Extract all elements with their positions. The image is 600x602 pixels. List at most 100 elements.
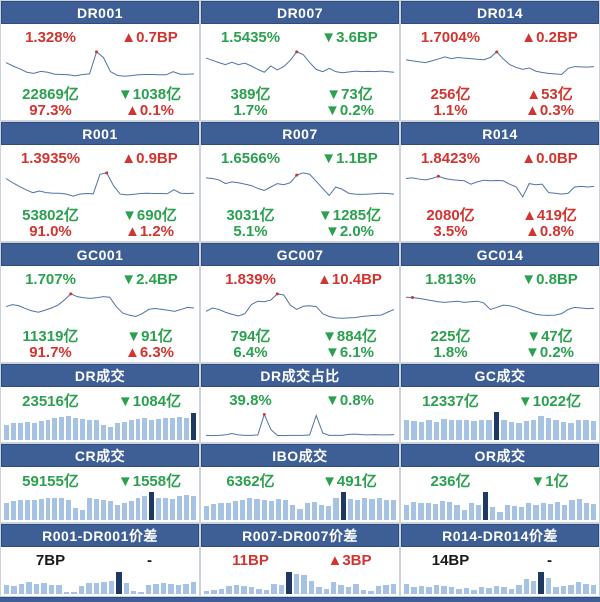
panel-r001-dr001-spread[interactable]: R001-DR001价差 7BP -	[0, 523, 200, 597]
metric-value: 3031亿	[226, 207, 275, 224]
bar	[441, 419, 447, 440]
bar	[569, 500, 575, 520]
metric-value: 1.7004%	[420, 28, 481, 46]
panel-gc-volume[interactable]: GC成交 12337亿 ▼1022亿	[400, 363, 600, 443]
bar	[362, 498, 368, 520]
bar	[426, 419, 432, 440]
next-row-header-partial	[0, 597, 600, 602]
bar	[508, 588, 515, 594]
bar	[4, 424, 9, 440]
panel-gc001[interactable]: GC001 1.707% ▼2.4BP 11319亿 ▼91亿 91.7% ▲6.3%	[0, 242, 200, 363]
bar	[86, 583, 92, 594]
rate-sparkline	[404, 49, 596, 83]
bar	[239, 499, 246, 520]
bar	[523, 578, 529, 594]
metric-value: 3.5%	[433, 222, 468, 240]
metric-change: ▼1084亿	[117, 392, 182, 410]
bar	[590, 585, 597, 594]
panel-title: DR014	[401, 1, 599, 24]
sparkline-path	[406, 297, 594, 315]
panel-r001[interactable]: R001 1.3935% ▲0.9BP 53802亿 ▼690亿 91.0% ▲1.2%	[0, 121, 200, 242]
metric-value: 256亿	[430, 86, 471, 103]
bar	[142, 418, 148, 440]
bar	[45, 498, 51, 520]
panel-gc014[interactable]: GC014 1.813% ▼0.8BP 225亿 ▼47亿 1.8% ▼0.2%	[400, 242, 600, 363]
panel-r014[interactable]: R014 1.8423% ▲0.0BP 2080亿 ▲419亿 3.5% ▲0.8%	[400, 121, 600, 242]
volume-bar-chart	[404, 492, 597, 520]
rate-sparkline	[4, 49, 196, 83]
bar	[17, 422, 23, 440]
sparkline-svg	[204, 412, 396, 440]
metric-change: ▲0.7BP	[121, 28, 178, 46]
metric-change: ▲0.0BP	[521, 149, 578, 167]
bar	[4, 585, 10, 594]
bar	[290, 504, 296, 520]
bar	[590, 503, 597, 520]
bar	[107, 427, 113, 440]
bar	[183, 417, 189, 440]
bar	[100, 499, 106, 520]
stat-row: 1.7% ▼0.2%	[201, 102, 399, 120]
stat-row: 1.328% ▲0.7BP	[1, 24, 199, 48]
bar	[11, 586, 17, 594]
bar	[575, 419, 582, 440]
panel-r007[interactable]: R007 1.6566% ▼1.1BP 3031亿 ▼1285亿 5.1% ▼2.0%	[200, 121, 400, 242]
bar	[568, 423, 574, 440]
bar	[590, 420, 597, 440]
bar	[369, 499, 375, 520]
sparkline-path	[206, 294, 394, 318]
bar	[218, 588, 225, 594]
panel-title: GC014	[401, 243, 599, 266]
bar	[278, 585, 285, 594]
panel-title: OR成交	[401, 444, 599, 467]
panel-title: DR001	[1, 1, 199, 24]
bar	[497, 511, 503, 520]
bar	[73, 417, 79, 440]
bar	[225, 503, 231, 520]
panel-dr014[interactable]: DR014 1.7004% ▲0.2BP 256亿 ▲53亿 1.1% ▲0.3%	[400, 0, 600, 121]
sparkline-svg	[404, 174, 596, 204]
bar	[233, 585, 240, 594]
metric-value: 1.6566%	[220, 149, 281, 167]
bar	[568, 585, 574, 594]
volume-bar-chart	[204, 572, 397, 594]
panel-ibo-volume[interactable]: IBO成交 6362亿 ▼491亿	[200, 443, 400, 523]
bar	[142, 496, 148, 520]
panel-dr-volume[interactable]: DR成交 23516亿 ▼1084亿	[0, 363, 200, 443]
bar	[41, 583, 47, 594]
metric-value: 11BP	[232, 551, 269, 569]
bar	[130, 591, 137, 594]
bar	[71, 592, 77, 594]
bar	[330, 581, 337, 594]
metric-value: 39.8%	[229, 391, 272, 409]
panel-gc007[interactable]: GC007 1.839% ▲10.4BP 794亿 ▼884亿 6.4% ▼6.1%	[200, 242, 400, 363]
bar	[93, 499, 99, 520]
metric-value: 1.1%	[433, 101, 468, 119]
panel-or-volume[interactable]: OR成交 236亿 ▼1亿	[400, 443, 600, 523]
panel-dr001[interactable]: DR001 1.328% ▲0.7BP 22869亿 ▼1038亿 97.3% ▲0.1%	[0, 0, 200, 121]
bar	[204, 506, 210, 520]
panel-dr007[interactable]: DR007 1.5435% ▼3.6BP 389亿 ▼73亿 1.7% ▼0.2%	[200, 0, 400, 121]
stat-row: 39.8% ▼0.8%	[201, 387, 399, 411]
bar	[511, 506, 517, 520]
metric-change: ▲0.3%	[524, 101, 575, 119]
bar	[383, 499, 389, 520]
bar	[333, 497, 339, 520]
sparkline-svg	[204, 50, 396, 83]
panel-title: R001	[1, 122, 199, 145]
metric-change: ▲6.3%	[124, 343, 175, 361]
peak-marker-dot	[262, 413, 266, 416]
panel-dr-volume-share[interactable]: DR成交占比 39.8% ▼0.8%	[200, 363, 400, 443]
bar	[17, 500, 23, 520]
bar	[145, 584, 152, 594]
stat-row: 91.0% ▲1.2%	[1, 223, 199, 241]
panel-cr-volume[interactable]: CR成交 59155亿 ▼1558亿	[0, 443, 200, 523]
panel-r014-dr014-spread[interactable]: R014-DR014价差 14BP -	[400, 523, 600, 597]
peak-marker-dot	[275, 292, 279, 296]
bar	[256, 588, 262, 594]
peak-marker-dot	[105, 171, 109, 175]
bar	[326, 506, 332, 520]
panel-r007-dr007-spread[interactable]: R007-DR007价差 11BP ▲3BP	[200, 523, 400, 597]
bar	[211, 589, 217, 594]
bar	[263, 589, 270, 594]
